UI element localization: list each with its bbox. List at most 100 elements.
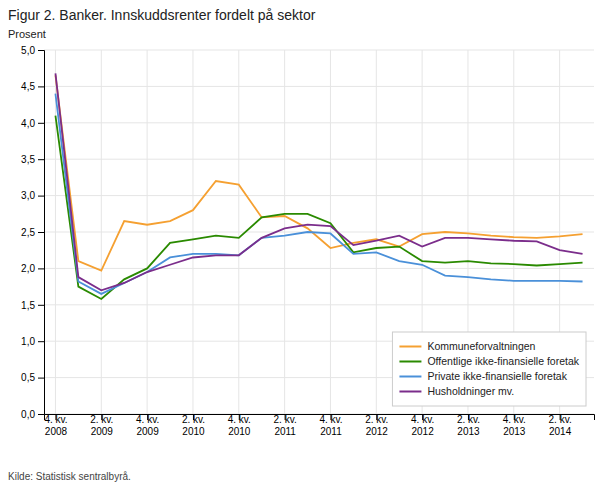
y-tick-mark [38,232,44,233]
series-line [55,94,582,294]
grid-line-x [101,50,102,414]
x-tick-label: 2. kv.2011 [274,414,297,437]
grid-line-y [44,159,594,160]
y-tick-mark [38,86,44,87]
y-tick-label: 3,5 [21,154,35,165]
y-tick: 0,0 [21,409,44,420]
x-tick-label-line: 2010 [182,426,205,437]
x-tick-label: 4. kv.2011 [319,414,342,437]
x-tick: 4. kv.2008 [44,414,67,437]
x-tick-label-line: 2013 [503,426,526,437]
x-tick-label-line: 2. kv. [182,414,205,425]
legend: KommuneforvaltningenOffentlige ikke-fina… [392,332,586,406]
grid [44,50,594,414]
x-tick-label-line: 2011 [320,426,342,437]
legend-swatch [399,346,421,348]
y-tick-label: 1,0 [21,336,35,347]
x-tick: 2. kv.2011 [274,414,297,437]
legend-swatch [399,376,421,378]
y-tick-mark [38,268,44,269]
grid-line-x [330,50,331,414]
x-axis: 4. kv.20082. kv.20094. kv.20092. kv.2010… [44,414,594,437]
x-tick-label-line: 2009 [137,426,160,437]
y-tick: 2,5 [21,227,44,238]
x-tick-label-line: 2012 [366,426,389,437]
x-tick: 4. kv.2011 [319,414,342,437]
x-tick-label-line: 2. kv. [457,414,480,425]
x-tick-label-line: 2. kv. [90,414,113,425]
y-tick: 4,0 [21,118,44,129]
y-tick-label: 1,5 [21,300,35,311]
x-tick-label: 4. kv.2010 [228,414,251,437]
x-tick-label-line: 4. kv. [44,414,67,425]
series-line [55,73,582,290]
x-tick-label-line: 4. kv. [503,414,526,425]
x-tick-label: 2. kv.2013 [457,414,480,437]
x-tick: 2. kv.2010 [182,414,205,437]
y-tick-mark [38,50,44,51]
y-tick-label: 2,0 [21,263,35,274]
y-tick-label: 2,5 [21,227,35,238]
series-line [55,75,582,270]
grid-line-y [44,304,594,305]
x-tick-label: 4. kv.2009 [136,414,159,437]
y-tick: 3,5 [21,154,44,165]
chart-title: Figur 2. Banker. Innskuddsrenter fordelt… [8,7,316,23]
x-tick-label-line: 2014 [549,426,572,437]
legend-label: Husholdninger mv. [427,385,514,397]
y-tick-label: 4,0 [21,118,35,129]
y-axis-line [38,51,45,415]
x-tick-label-line: 2008 [45,426,68,437]
x-tick-label-line: 2. kv. [274,414,297,425]
y-tick: 1,5 [21,300,44,311]
y-tick: 0,5 [21,372,44,383]
y-tick-label: 4,5 [21,81,35,92]
x-tick-label-line: 2013 [457,426,480,437]
y-tick-mark [38,378,44,379]
x-tick: 4. kv.2012 [411,414,434,437]
legend-swatch [399,391,421,393]
x-tick: 4. kv.2010 [228,414,251,437]
x-tick-label-line: 4. kv. [411,414,434,425]
x-tick: 2. kv.2012 [365,414,388,437]
y-axis-title: Prosent [8,28,46,40]
y-tick-mark [38,341,44,342]
grid-line-y [44,268,594,269]
grid-line-y [44,50,594,51]
y-tick-label: 0,0 [21,409,35,420]
x-tick-label-line: 2010 [228,426,251,437]
x-tick: 2. kv.2014 [549,414,572,437]
x-tick-label: 2. kv.2010 [182,414,205,437]
y-tick-mark [38,196,44,197]
series-line [55,116,582,299]
x-tick-label-line: 2. kv. [549,414,572,425]
x-tick: 2. kv.2009 [90,414,113,437]
x-tick-label: 4. kv.2008 [44,414,67,437]
source-note: Kilde: Statistisk sentralbyrå. [8,471,131,482]
x-tick-label: 2. kv.2009 [90,414,113,437]
legend-label: Kommuneforvaltningen [427,340,535,352]
x-tick-label-line: 2009 [91,426,114,437]
grid-line-y [44,195,594,196]
y-tick-mark [38,159,44,160]
plot-area [55,73,582,299]
x-tick-label-line: 4. kv. [228,414,251,425]
y-tick-label: 5,0 [21,45,35,56]
y-tick-mark [38,414,44,415]
grid-line-x [55,50,56,414]
grid-line-x [238,50,239,414]
grid-line-x [284,50,285,414]
x-tick-label-line: 2011 [274,426,296,437]
x-tick-label: 4. kv.2012 [411,414,434,437]
y-tick-label: 3,0 [21,190,35,201]
legend-swatch [399,361,421,363]
grid-line-x [376,50,377,414]
x-tick: 2. kv.2013 [457,414,480,437]
y-tick: 4,5 [21,81,44,92]
y-tick: 5,0 [21,45,44,56]
grid-line-y [44,86,594,87]
x-tick-label: 4. kv.2013 [503,414,526,437]
y-tick: 2,0 [21,263,44,274]
y-tick: 1,0 [21,336,44,347]
legend-label: Private ikke-finansielle foretak [427,370,567,382]
